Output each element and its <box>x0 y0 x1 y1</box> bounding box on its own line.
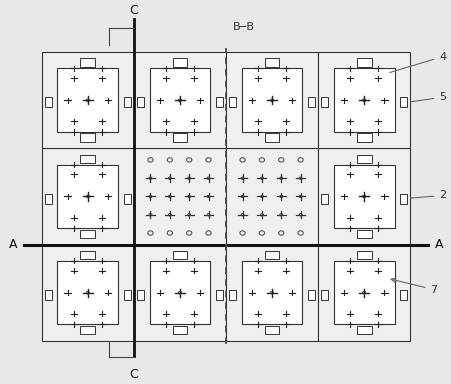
Bar <box>356 155 371 163</box>
Bar <box>333 165 394 228</box>
Bar <box>133 245 226 341</box>
Bar <box>241 261 302 324</box>
Text: 2: 2 <box>410 190 446 200</box>
Bar <box>264 326 279 334</box>
Bar <box>80 251 95 260</box>
Bar <box>356 251 371 260</box>
Text: 5: 5 <box>410 92 446 102</box>
Bar <box>124 98 130 108</box>
Bar <box>124 290 130 300</box>
Bar <box>42 148 133 245</box>
Bar <box>42 52 133 148</box>
Bar <box>45 290 52 300</box>
Bar <box>399 98 406 108</box>
Bar <box>172 133 187 142</box>
Bar <box>321 290 327 300</box>
Bar <box>321 194 327 204</box>
Bar <box>57 68 118 132</box>
Bar <box>226 245 318 341</box>
Bar <box>264 58 279 67</box>
Bar <box>399 194 406 204</box>
Bar <box>80 326 95 334</box>
Bar <box>356 230 371 238</box>
Text: 7: 7 <box>390 278 437 295</box>
Bar <box>356 326 371 334</box>
Bar <box>80 155 95 163</box>
Bar <box>333 261 394 324</box>
Text: B─B: B─B <box>232 22 254 32</box>
Bar <box>307 98 314 108</box>
Text: 4: 4 <box>389 51 446 73</box>
Bar <box>133 52 226 148</box>
Bar <box>216 290 222 300</box>
Bar <box>42 245 133 341</box>
Text: C: C <box>129 4 138 17</box>
Bar <box>318 148 409 245</box>
Bar <box>137 98 144 108</box>
Bar <box>229 290 235 300</box>
Bar <box>226 148 318 245</box>
Bar <box>264 133 279 142</box>
Bar <box>264 251 279 260</box>
Bar <box>356 133 371 142</box>
Bar <box>133 148 226 245</box>
Bar <box>216 98 222 108</box>
Bar <box>80 133 95 142</box>
Bar <box>307 290 314 300</box>
Bar <box>318 245 409 341</box>
Bar <box>241 68 302 132</box>
Bar <box>45 98 52 108</box>
Text: A: A <box>434 238 442 251</box>
Text: C: C <box>129 369 138 381</box>
Bar <box>172 58 187 67</box>
Text: A: A <box>9 238 17 251</box>
Bar <box>137 290 144 300</box>
Bar <box>172 251 187 260</box>
Bar <box>124 194 130 204</box>
Bar <box>149 261 210 324</box>
Bar <box>333 68 394 132</box>
Bar <box>172 326 187 334</box>
Bar <box>321 98 327 108</box>
Bar <box>229 98 235 108</box>
Bar <box>57 165 118 228</box>
Bar <box>226 52 318 148</box>
Bar <box>57 261 118 324</box>
Bar <box>356 58 371 67</box>
Bar <box>399 290 406 300</box>
Bar <box>45 194 52 204</box>
Bar <box>80 230 95 238</box>
Bar <box>149 68 210 132</box>
Bar <box>318 52 409 148</box>
Bar <box>80 58 95 67</box>
